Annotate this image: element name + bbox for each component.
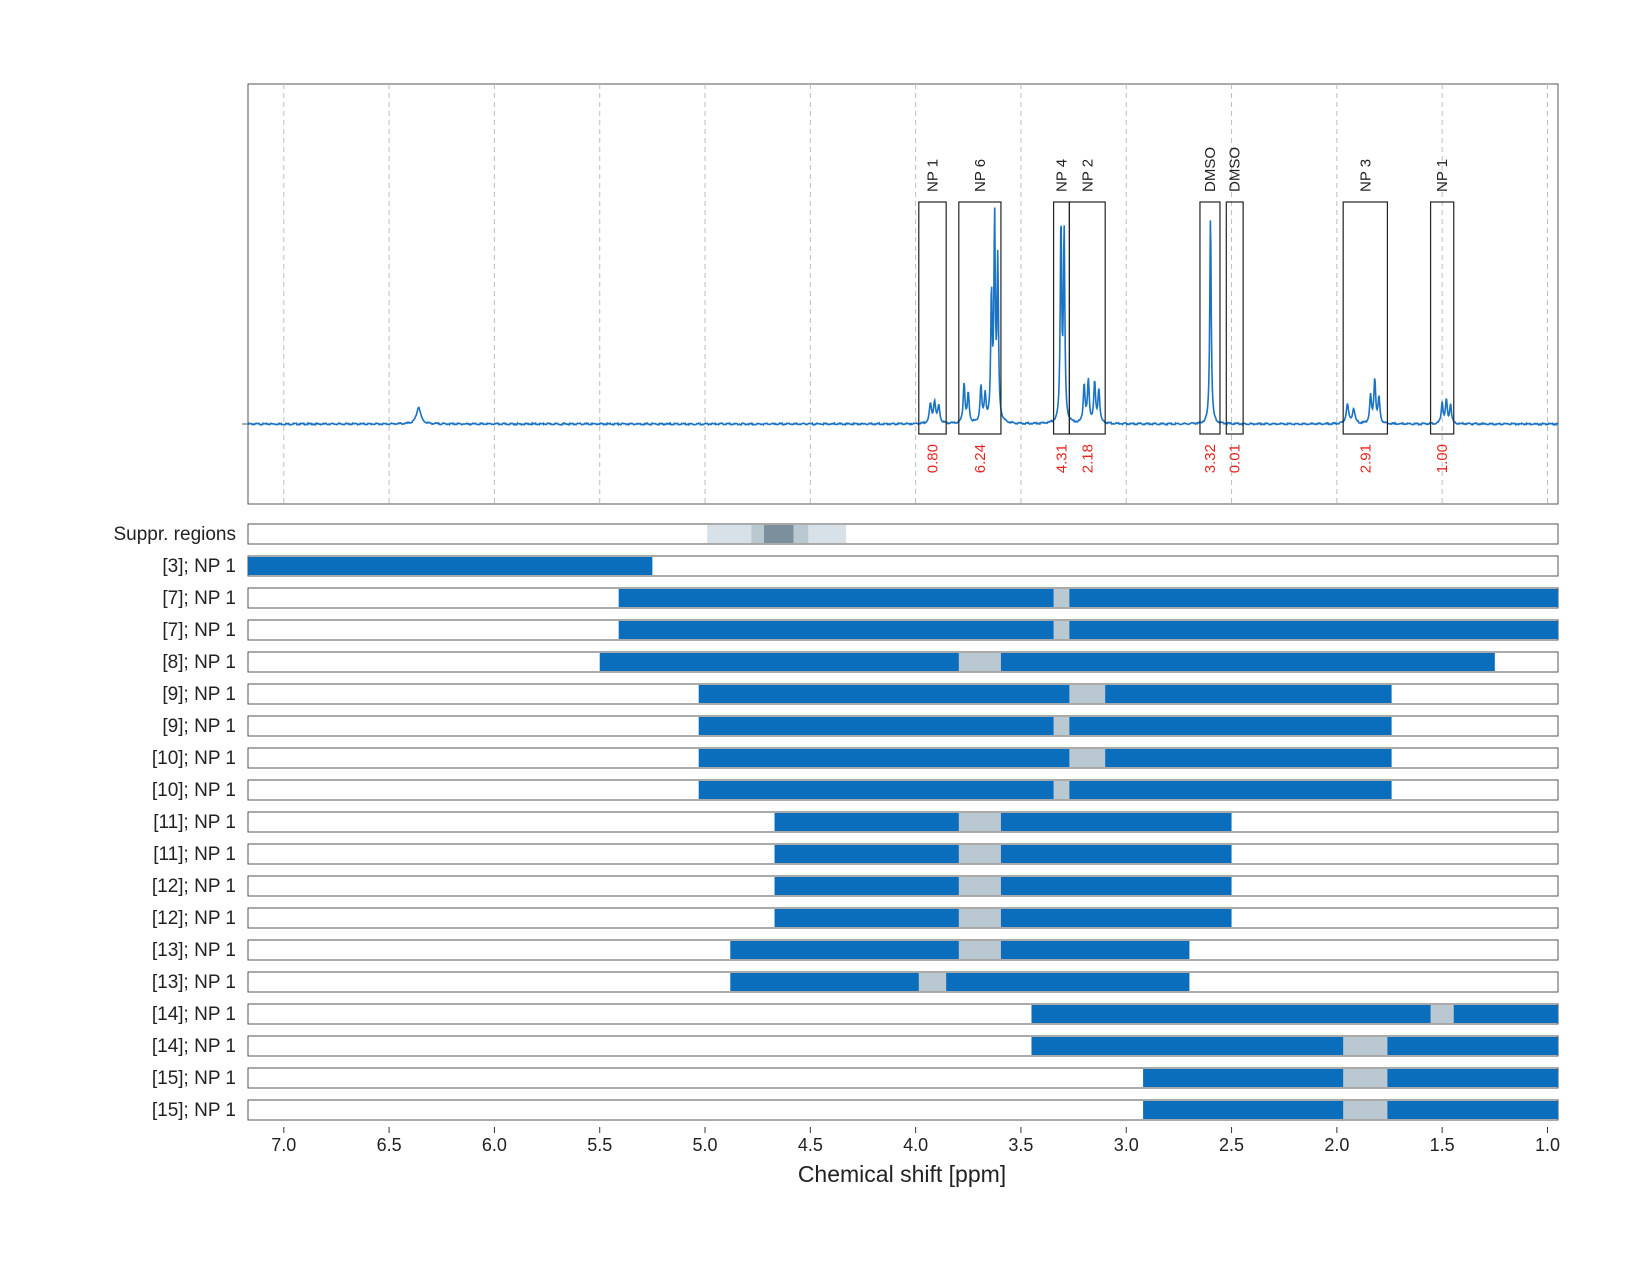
range-bar — [1031, 1005, 1558, 1023]
integration-region-box — [1199, 201, 1221, 435]
integration-region-box — [1429, 201, 1455, 435]
range-bar — [774, 845, 1232, 863]
x-tick-label: 3.0 — [1114, 1135, 1139, 1155]
integration-region-label: DMSO — [1202, 147, 1219, 192]
range-row-label: [13]; NP 1 — [152, 940, 236, 961]
range-row-label: [11]; NP 1 — [153, 812, 236, 833]
integration-region-box — [1225, 201, 1244, 435]
range-bar — [618, 621, 1558, 639]
range-bar — [248, 557, 653, 575]
range-gap — [1069, 685, 1106, 703]
range-gap — [1053, 781, 1070, 799]
integral-value: 2.18 — [1079, 444, 1096, 473]
range-gap — [1343, 1101, 1388, 1119]
range-row-label: [14]; NP 1 — [152, 1004, 236, 1025]
x-tick-label: 5.0 — [693, 1135, 718, 1155]
integral-value: 4.31 — [1053, 444, 1070, 473]
x-tick-label: 2.5 — [1219, 1135, 1244, 1155]
spectrum-panel-frame — [247, 83, 1559, 505]
range-row-label: [14]; NP 1 — [152, 1036, 236, 1057]
range-row-label: [8]; NP 1 — [162, 652, 236, 673]
range-row-label: [3]; NP 1 — [162, 556, 236, 577]
x-tick-label: 6.0 — [482, 1135, 507, 1155]
range-row-label: [12]; NP 1 — [152, 876, 236, 897]
x-tick-label: 4.0 — [903, 1135, 928, 1155]
suppression-segment — [763, 525, 794, 543]
range-row-label: [13]; NP 1 — [152, 972, 236, 993]
integration-region-box — [1342, 201, 1389, 435]
integration-region-box — [958, 201, 1002, 435]
integration-region-label: NP 4 — [1053, 159, 1070, 192]
range-bar — [774, 877, 1232, 895]
range-bar — [698, 717, 1392, 735]
suppression-row-frame — [247, 523, 1559, 545]
range-bar — [1031, 1037, 1558, 1055]
x-tick-label: 7.0 — [271, 1135, 296, 1155]
integral-value: 0.80 — [924, 444, 941, 473]
range-gap — [1343, 1069, 1388, 1087]
range-row-label: [9]; NP 1 — [162, 716, 236, 737]
range-row-label: [7]; NP 1 — [162, 588, 236, 609]
range-row-label: [15]; NP 1 — [152, 1100, 236, 1121]
integral-value: 1.00 — [1434, 444, 1451, 473]
integration-region-label: NP 3 — [1357, 159, 1374, 192]
integration-region-label: NP 1 — [1434, 159, 1451, 192]
range-bar — [774, 909, 1232, 927]
integration-region-label: NP 6 — [972, 159, 989, 192]
x-tick-label: 3.5 — [1008, 1135, 1033, 1155]
range-gap — [1053, 717, 1070, 735]
range-bar — [599, 653, 1495, 671]
range-bar — [698, 685, 1392, 703]
range-bar — [774, 813, 1232, 831]
range-row-label: [7]; NP 1 — [162, 620, 236, 641]
spectrum-line — [247, 207, 1559, 427]
range-bar — [698, 781, 1392, 799]
x-tick-label: 6.5 — [377, 1135, 402, 1155]
range-row-label: [11]; NP 1 — [153, 844, 236, 865]
range-bar — [698, 749, 1392, 767]
range-gap — [1069, 749, 1106, 767]
x-tick-label: 5.5 — [587, 1135, 612, 1155]
range-gap — [958, 909, 1001, 927]
range-gap — [1053, 621, 1070, 639]
x-tick-label: 4.5 — [798, 1135, 823, 1155]
range-gap — [958, 813, 1001, 831]
range-gap — [1343, 1037, 1388, 1055]
range-row-label: [15]; NP 1 — [152, 1068, 236, 1089]
x-axis-title: Chemical shift [ppm] — [798, 1161, 1006, 1187]
integral-value: 0.01 — [1227, 444, 1244, 473]
integration-region-box — [918, 201, 947, 435]
range-row-label: [9]; NP 1 — [162, 684, 236, 705]
integration-region-label: NP 2 — [1079, 159, 1096, 192]
range-gap — [1053, 589, 1070, 607]
range-row-label: [12]; NP 1 — [152, 908, 236, 929]
range-gap — [958, 653, 1001, 671]
range-gap — [1430, 1005, 1454, 1023]
range-gap — [958, 877, 1001, 895]
x-tick-label: 1.5 — [1430, 1135, 1455, 1155]
range-bar — [730, 973, 1190, 991]
x-tick-label: 1.0 — [1535, 1135, 1560, 1155]
integral-value: 3.32 — [1202, 444, 1219, 473]
range-row-label: [10]; NP 1 — [152, 748, 236, 769]
integration-region-box — [1068, 201, 1106, 435]
range-gap — [918, 973, 947, 991]
x-tick-label: 2.0 — [1324, 1135, 1349, 1155]
range-gap — [958, 941, 1001, 959]
integration-region-label: NP 1 — [924, 159, 941, 192]
integration-region-label: DMSO — [1227, 147, 1244, 192]
range-gap — [958, 845, 1001, 863]
suppression-row-label: Suppr. regions — [113, 524, 236, 545]
range-bar — [618, 589, 1558, 607]
integral-value: 6.24 — [972, 444, 989, 473]
integral-value: 2.91 — [1357, 444, 1374, 473]
range-row-label: [10]; NP 1 — [152, 780, 236, 801]
